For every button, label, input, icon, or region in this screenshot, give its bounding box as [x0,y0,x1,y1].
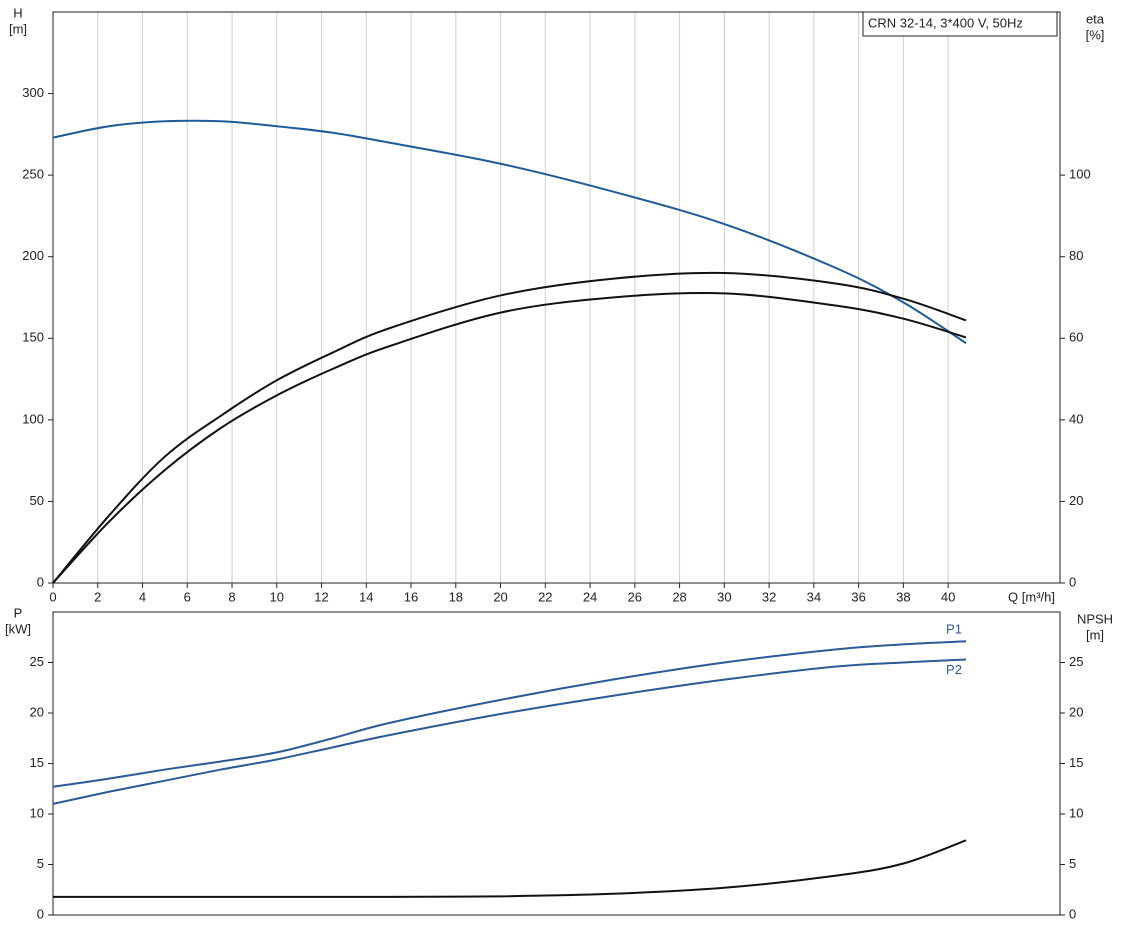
annotation-box [862,11,1058,37]
y2-tick-label: 0 [1069,906,1076,921]
y2-tick-label: 5 [1069,856,1076,871]
x-tick-label: 22 [538,589,552,604]
series-label: P1 [946,622,962,637]
x-tick-label: 8 [228,589,235,604]
series-line [53,839,967,898]
y-tick-label: 15 [30,755,44,770]
y-tick-label: 5 [37,856,44,871]
y2-axis-label: [%] [1086,27,1105,42]
x-tick-label: 0 [49,589,56,604]
y-axis-label: H [13,5,22,20]
series-line [52,271,967,584]
x-tick-label: 10 [270,589,284,604]
y-tick-label: 250 [22,167,44,182]
y-tick-label: 20 [30,704,44,719]
series-line [52,119,967,345]
y2-tick-label: 15 [1069,755,1083,770]
x-tick-label: 12 [314,589,328,604]
annotation: CRN 32-14, 3*400 V, 50Hz [868,15,1023,30]
x-tick-label: 4 [139,589,146,604]
x-tick-label: 26 [628,589,642,604]
y2-tick-label: 40 [1069,411,1083,426]
y-tick-label: 0 [37,574,44,589]
y2-tick-label: 20 [1069,493,1083,508]
plot-frame [52,611,1061,916]
y-tick-label: 150 [22,330,44,345]
y2-tick-label: 0 [1069,574,1076,589]
plot-frame [52,11,1061,584]
x-tick-label: 34 [807,589,821,604]
y2-tick-label: 60 [1069,330,1083,345]
x-axis-label: Q [m³/h] [1008,589,1055,604]
x-tick-label: 32 [762,589,776,604]
x-tick-label: 14 [359,589,373,604]
y-tick-label: 300 [22,85,44,100]
y2-tick-label: 100 [1069,167,1091,182]
y2-tick-label: 20 [1069,704,1083,719]
x-tick-label: 24 [583,589,597,604]
y2-axis-label: [m] [1086,627,1104,642]
series-line [52,658,967,805]
x-tick-label: 30 [717,589,731,604]
x-tick-label: 28 [672,589,686,604]
x-tick-label: 40 [941,589,955,604]
y2-axis-label: eta [1086,11,1105,26]
y-axis-label: P [14,605,23,620]
x-tick-label: 18 [449,589,463,604]
y2-tick-label: 10 [1069,805,1083,820]
x-tick-label: 2 [94,589,101,604]
series-line [52,640,967,788]
y-tick-label: 50 [30,493,44,508]
x-tick-label: 36 [851,589,865,604]
y2-tick-label: 80 [1069,248,1083,263]
x-tick-label: 20 [493,589,507,604]
y-tick-label: 25 [30,654,44,669]
y-tick-label: 0 [37,906,44,921]
x-tick-label: 16 [404,589,418,604]
y-axis-label: [kW] [5,621,31,636]
y2-tick-label: 25 [1069,654,1083,669]
series-line [52,292,967,584]
x-tick-label: 6 [184,589,191,604]
y-tick-label: 200 [22,248,44,263]
y2-axis-label: NPSH [1077,611,1113,626]
x-tick-label: 38 [896,589,910,604]
y-tick-label: 100 [22,411,44,426]
series-label: P2 [946,662,962,677]
y-tick-label: 10 [30,805,44,820]
y-axis-label: [m] [9,21,27,36]
